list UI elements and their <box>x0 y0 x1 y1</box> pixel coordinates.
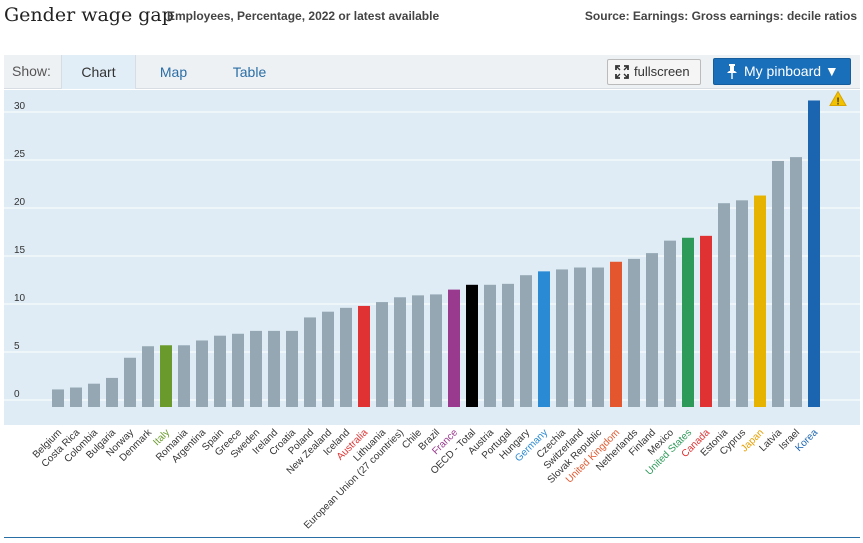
bar[interactable] <box>754 195 766 407</box>
bar[interactable] <box>106 377 118 407</box>
pinboard-button[interactable]: My pinboard ▼ <box>713 58 851 85</box>
bar[interactable] <box>736 200 748 407</box>
bar[interactable] <box>538 271 550 407</box>
bar[interactable] <box>196 340 208 407</box>
bar[interactable] <box>322 311 334 407</box>
bar[interactable] <box>412 295 424 407</box>
bar[interactable] <box>124 357 136 407</box>
pin-icon <box>727 64 737 79</box>
bar[interactable] <box>574 267 586 407</box>
bar[interactable] <box>394 297 406 407</box>
bar[interactable] <box>700 235 712 407</box>
bar[interactable] <box>376 302 388 407</box>
bar[interactable] <box>142 346 154 407</box>
bar[interactable] <box>250 330 262 407</box>
bottom-divider <box>4 537 860 538</box>
y-tick-label: 20 <box>14 197 26 208</box>
page-title: Gender wage gap <box>4 4 174 26</box>
bar[interactable] <box>448 289 460 407</box>
y-tick-label: 25 <box>14 149 26 160</box>
fullscreen-label: fullscreen <box>634 64 690 79</box>
bar[interactable] <box>502 283 514 407</box>
pinboard-label: My pinboard ▼ <box>744 63 839 79</box>
bar[interactable] <box>466 284 478 407</box>
bar[interactable] <box>808 100 820 408</box>
bar[interactable] <box>646 253 658 407</box>
bar[interactable] <box>664 240 676 407</box>
tab-table[interactable]: Table <box>232 64 267 80</box>
tab-map[interactable]: Map <box>159 64 188 80</box>
show-label: Show: <box>12 63 51 79</box>
bar[interactable] <box>178 345 190 407</box>
bar[interactable] <box>610 261 622 407</box>
warning-icon[interactable]: ! <box>829 90 847 107</box>
bar[interactable] <box>88 383 100 407</box>
bar[interactable] <box>160 345 172 407</box>
expand-icon <box>615 65 629 79</box>
bar[interactable] <box>628 258 640 407</box>
y-tick-label: 30 <box>14 101 26 112</box>
source-note: Source: Earnings: Gross earnings: decile… <box>584 9 857 23</box>
chart-area: 0 5 10 15 20 25 30 Belgium Costa Rica Colombia Bul… <box>4 90 860 538</box>
bar[interactable] <box>358 305 370 407</box>
bar[interactable] <box>70 387 82 407</box>
bar[interactable] <box>268 330 280 407</box>
bar[interactable] <box>556 269 568 407</box>
bar[interactable] <box>790 157 802 407</box>
bar[interactable] <box>286 330 298 407</box>
bar[interactable] <box>484 284 496 407</box>
bar[interactable] <box>52 389 64 407</box>
fullscreen-button[interactable]: fullscreen <box>607 59 701 85</box>
bar[interactable] <box>772 160 784 407</box>
y-tick-label: 5 <box>14 341 20 352</box>
y-tick-label: 10 <box>14 293 26 304</box>
bar[interactable] <box>232 333 244 407</box>
bar[interactable] <box>214 335 226 407</box>
chart-subtitle: Employees, Percentage, 2022 or latest av… <box>167 9 440 23</box>
view-toolbar: Show: Chart Map Table fullscreen My pinb… <box>4 55 860 89</box>
chart-header: Gender wage gap Employees, Percentage, 2… <box>0 0 863 40</box>
bar[interactable] <box>682 237 694 407</box>
tab-chart[interactable]: Chart <box>61 55 136 89</box>
svg-text:!: ! <box>836 96 839 107</box>
bar[interactable] <box>340 307 352 407</box>
bar[interactable] <box>430 294 442 407</box>
bar[interactable] <box>592 267 604 407</box>
bar[interactable] <box>304 317 316 407</box>
y-tick-label: 15 <box>14 245 26 256</box>
y-tick-label: 0 <box>14 389 20 400</box>
bar[interactable] <box>718 203 730 407</box>
bar[interactable] <box>520 275 532 407</box>
